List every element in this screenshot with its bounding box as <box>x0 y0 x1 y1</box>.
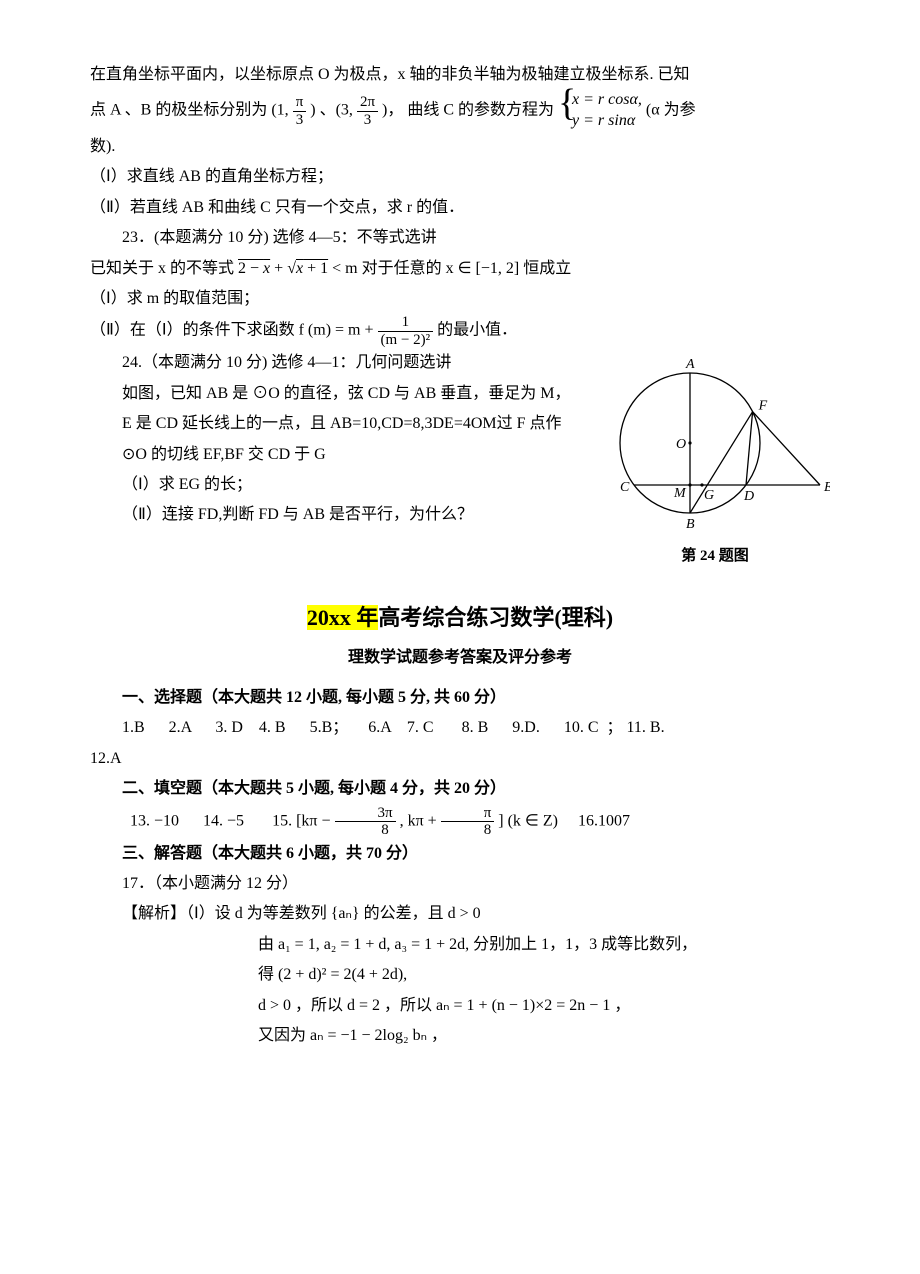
question-part: （Ⅱ）在（Ⅰ）的条件下求函数 f (m) = m + 1 (m − 2)² 的最… <box>90 314 830 348</box>
svg-text:O: O <box>676 437 686 452</box>
section-heading: 二、填空题（本大题共 5 小题, 每小题 4 分，共 20 分） <box>90 774 830 804</box>
fraction: 2π 3 <box>357 94 378 128</box>
section-heading: 一、选择题（本大题共 12 小题, 每小题 5 分, 共 60 分） <box>90 683 830 713</box>
denominator: 3 <box>357 112 378 129</box>
svg-text:B: B <box>686 517 695 532</box>
svg-text:C: C <box>620 480 630 495</box>
numerator: 3π <box>335 805 396 823</box>
ans-13: 13. −10 <box>130 812 179 829</box>
numerator: π <box>441 805 495 823</box>
sqrt: 2 − x <box>238 260 270 277</box>
svg-text:A: A <box>685 357 695 372</box>
paragraph: 点 A 、B 的极坐标分别为 (1, π 3 ) 、(3, 2π 3 )， 曲线… <box>90 90 830 132</box>
fraction: 1 (m − 2)² <box>378 314 434 348</box>
text: ) 、(3, <box>310 102 357 119</box>
paragraph: 在直角坐标平面内，以坐标原点 O 为极点，x 轴的非负半轴为极轴建立极坐标系. … <box>90 60 830 90</box>
solution-line: 由 a₁ = 1, a₂ = 1 + d, a₃ = 1 + 2d, 分别加上 … <box>90 930 830 960</box>
fill-answers: 13. −10 14. −5 15. [kπ − 3π 8 , kπ + π 8… <box>90 805 830 839</box>
solution-line: 得 (2 + d)² = 2(4 + 2d), <box>90 960 830 990</box>
mc-answers: 1.B 2.A 3. D 4. B 5.B； 6.A 7. C 8. B 9.D… <box>90 713 830 743</box>
solution-line: d > 0 ，所以 d = 2 ，所以 aₙ = 1 + (n − 1)×2 =… <box>90 991 830 1021</box>
paragraph: 数). <box>90 132 830 162</box>
figure-caption: 第 24 题图 <box>600 542 830 571</box>
ans-16: 16.1007 <box>578 812 630 829</box>
text: )， 曲线 C 的参数方程为 <box>382 102 558 119</box>
fraction: 3π 8 <box>335 805 396 839</box>
solution-label: 【解析】 <box>122 905 186 922</box>
svg-text:G: G <box>704 488 714 503</box>
paragraph: 已知关于 x 的不等式 2 − x + √x + 1 < m 对于任意的 x ∈… <box>90 254 830 284</box>
text: 的最小值． <box>437 322 517 339</box>
svg-text:D: D <box>743 489 754 504</box>
solution-line: 又因为 aₙ = −1 − 2log₂ bₙ ， <box>90 1021 830 1051</box>
denominator: 8 <box>441 822 495 839</box>
denominator: 3 <box>293 112 307 129</box>
section-heading: 三、解答题（本大题共 6 小题，共 70 分） <box>90 839 830 869</box>
numerator: π <box>293 94 307 112</box>
text: 点 A 、B 的极坐标分别为 (1, <box>90 102 293 119</box>
svg-text:E: E <box>823 480 830 495</box>
fraction: π 3 <box>293 94 307 128</box>
ans-14: 14. −5 <box>203 812 244 829</box>
text: （Ⅰ）设 d 为等差数列 {aₙ} 的公差，且 d > 0 <box>186 905 481 922</box>
svg-text:M: M <box>673 486 687 501</box>
solution-line: 【解析】（Ⅰ）设 d 为等差数列 {aₙ} 的公差，且 d > 0 <box>90 899 830 929</box>
parametric-equation: x = r cosα, y = r sinα <box>558 90 642 132</box>
text: （Ⅱ）在（Ⅰ）的条件下求函数 f (m) = m + <box>90 322 378 339</box>
figure-24: A B C D E F G M O 第 24 题图 <box>600 348 830 571</box>
eq-line: x = r cosα, <box>572 90 642 111</box>
text: + <box>270 260 287 277</box>
ans-15-b: , kπ + <box>400 812 441 829</box>
text: < m 对于任意的 x ∈ [−1, 2] 恒成立 <box>328 260 571 277</box>
text: (α 为参 <box>646 102 696 119</box>
eq-line: y = r sinα <box>572 111 642 132</box>
ans-15-a: 15. [kπ − <box>272 812 334 829</box>
numerator: 1 <box>378 314 434 332</box>
highlight-year: 20xx 年 <box>307 605 379 630</box>
fraction: π 8 <box>441 805 495 839</box>
title-text: 高考综合练习数学(理科) <box>378 605 613 630</box>
svg-text:F: F <box>758 399 768 414</box>
denominator: (m − 2)² <box>378 332 434 349</box>
numerator: 2π <box>357 94 378 112</box>
mc-answers: 12.A <box>90 744 830 774</box>
text: 已知关于 x 的不等式 <box>90 260 238 277</box>
question-header: 17．（本小题满分 12 分） <box>90 869 830 899</box>
answer-subtitle: 理数学试题参考答案及评分参考 <box>90 643 830 673</box>
question-part: （Ⅰ）求 m 的取值范围； <box>90 284 830 314</box>
question-header: 23．(本题满分 10 分) 选修 4—5：不等式选讲 <box>90 223 830 253</box>
ans-15-c: ] (k ∈ Z) <box>498 812 558 829</box>
circle-diagram: A B C D E F G M O <box>600 348 830 538</box>
sqrt: √x + 1 <box>287 260 328 277</box>
denominator: 8 <box>335 822 396 839</box>
question-part: （Ⅰ）求直线 AB 的直角坐标方程； <box>90 162 830 192</box>
answer-title: 20xx 年高考综合练习数学(理科) <box>90 597 830 639</box>
question-part: （Ⅱ）若直线 AB 和曲线 C 只有一个交点，求 r 的值． <box>90 193 830 223</box>
